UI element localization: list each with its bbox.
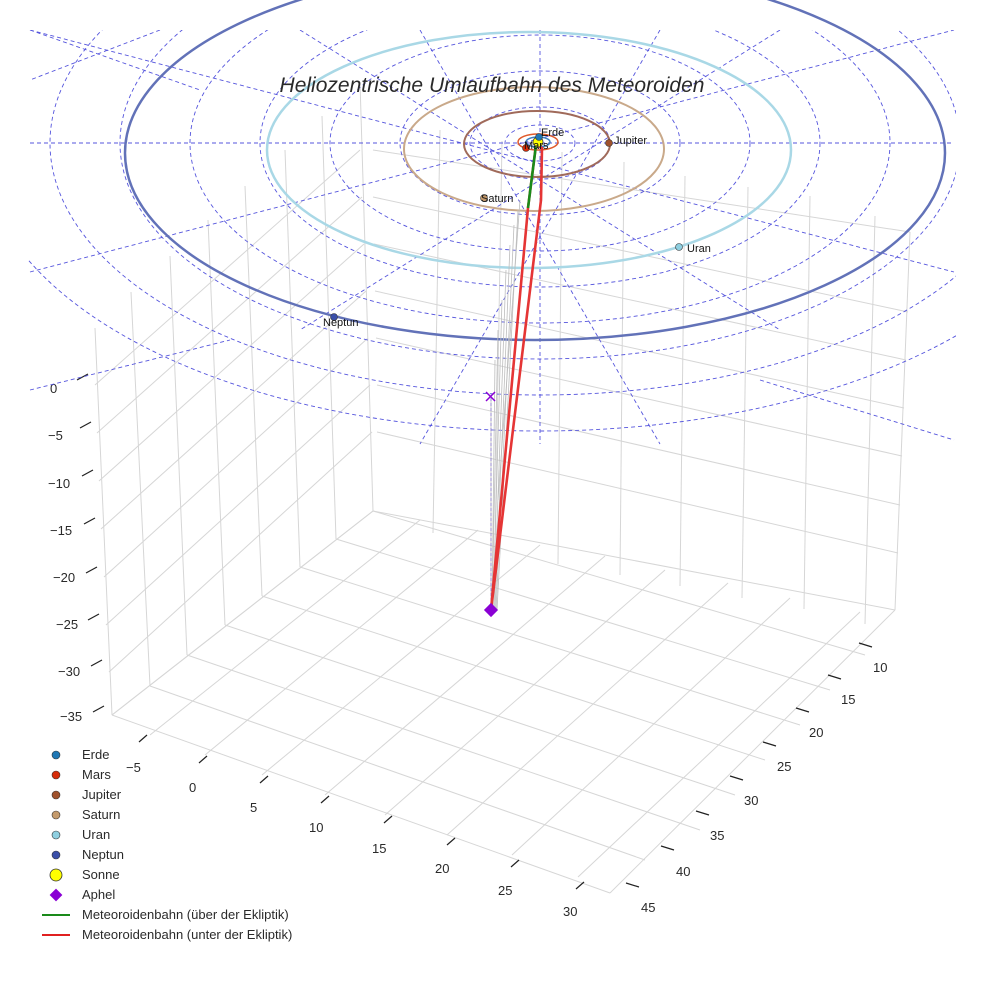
svg-text:−35: −35 [60,709,82,724]
meteoroid-path-above-ecliptic [526,144,538,209]
svg-text:20: 20 [809,725,823,740]
line-icon [42,934,70,936]
planet-marker-neptun[interactable] [330,313,338,321]
svg-text:−10: −10 [48,476,70,491]
svg-text:10: 10 [873,660,887,675]
planet-marker-saturn[interactable] [480,194,488,202]
svg-text:25: 25 [498,883,512,898]
legend-label: Jupiter [82,787,122,802]
orbit-saturn [403,86,665,212]
y-axis-tick-labels: 10 15 20 25 30 35 40 45 [641,660,887,915]
svg-text:−20: −20 [53,570,75,585]
svg-text:−5: −5 [48,428,63,443]
aphel-projection-marker [485,391,496,402]
planet-marker-uran[interactable] [675,243,683,251]
x-axis-tick-labels: −5 0 5 10 15 20 25 30 [126,760,577,919]
ecliptic-polar-grid [0,0,984,445]
planet-marker-erde[interactable] [535,133,543,141]
planet-label-jupiter: Jupiter [614,135,647,147]
svg-text:−5: −5 [126,760,141,775]
legend-label: Aphel [82,887,116,902]
svg-text:15: 15 [841,692,855,707]
planet-label-mars: Mars [524,140,549,152]
svg-text:5: 5 [250,800,257,815]
svg-text:15: 15 [372,841,386,856]
svg-text:−15: −15 [50,523,72,538]
legend-label: Mars [82,767,111,782]
dot-icon [51,810,61,820]
svg-text:25: 25 [777,759,791,774]
grid-floor [111,510,896,894]
svg-text:30: 30 [563,904,577,919]
svg-text:−25: −25 [56,617,78,632]
dot-icon [51,830,61,840]
planet-label-neptun: Neptun [323,317,358,329]
legend-label: Neptun [82,847,124,862]
legend-label: Uran [82,827,111,842]
grid-back-left [94,81,374,716]
planet-marker-jupiter[interactable] [605,139,613,147]
planet-label-erde: Erde [541,127,564,139]
z-axis-tick-labels: 0 −5 −10 −15 −20 −25 −30 −35 [48,381,82,724]
dot-icon [51,850,61,860]
legend-label: Meteoroidenbahn (über der Ekliptik) [82,907,289,922]
z-axis-ticks [76,373,105,713]
svg-text:35: 35 [710,828,724,843]
orbit-uran [265,30,793,270]
svg-text:45: 45 [641,900,655,915]
grid-back-right [372,129,911,625]
x-axis-ticks [138,734,585,890]
svg-text:0: 0 [189,780,196,795]
dot-icon [51,770,61,780]
diamond-icon [49,888,63,902]
aphel-marker[interactable] [483,602,499,618]
legend-label: Saturn [82,807,121,822]
legend-label: Erde [82,747,110,762]
legend-label: Meteoroidenbahn (unter der Ekliptik) [82,927,293,942]
svg-text:40: 40 [676,864,690,879]
dot-icon [51,790,61,800]
planet-label-uran: Uran [687,243,711,255]
legend-label: Sonne [82,867,120,882]
svg-text:10: 10 [309,820,323,835]
planet-marker-mars[interactable] [522,144,530,152]
planet-orbits [123,0,947,342]
sun-icon [49,868,63,882]
svg-text:30: 30 [744,793,758,808]
svg-text:−30: −30 [58,664,80,679]
dot-icon [51,750,61,760]
line-icon [42,914,70,916]
svg-text:20: 20 [435,861,449,876]
y-axis-ticks [625,642,873,888]
planet-label-saturn: Saturn [481,193,513,205]
svg-text:0: 0 [50,381,57,396]
orbit-neptun [123,0,947,342]
